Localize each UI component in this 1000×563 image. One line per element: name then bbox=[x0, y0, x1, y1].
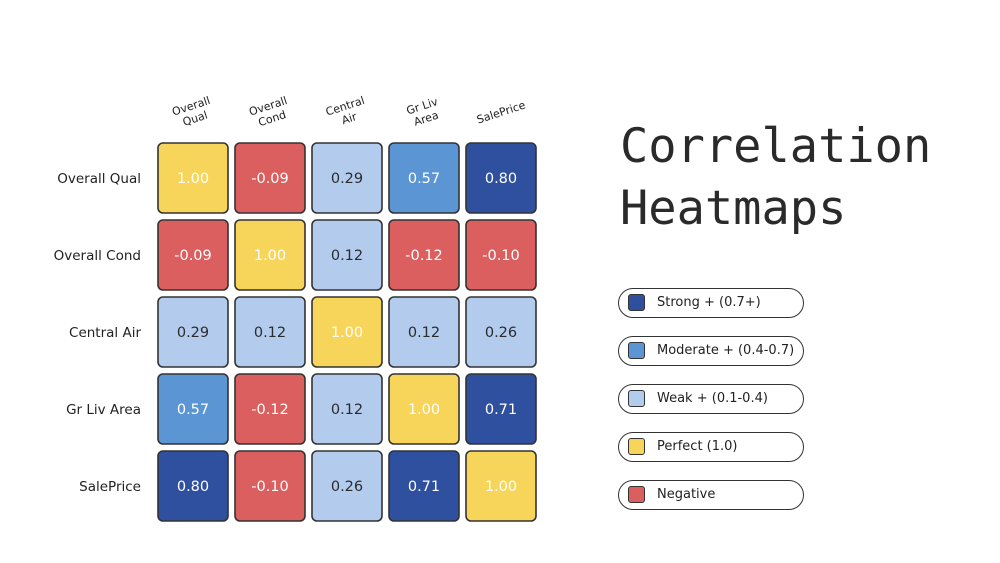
heatmap-cell-r2-c4 bbox=[465, 296, 537, 368]
heatmap-value-r0-c1: -0.09 bbox=[251, 171, 289, 187]
heatmap-cell-r1-c3 bbox=[388, 219, 460, 291]
page-title: Correlation Heatmaps bbox=[620, 116, 990, 240]
legend-swatch-perfect bbox=[628, 438, 645, 455]
col-label-1: OverallCond bbox=[247, 94, 292, 131]
heatmap-cell-r3-c3 bbox=[388, 373, 460, 445]
heatmap-cell-r4-c0 bbox=[157, 450, 229, 522]
heatmap-value-r1-c3: -0.12 bbox=[405, 248, 443, 264]
row-label-2: Central Air bbox=[69, 325, 141, 341]
legend-item-weak: Weak + (0.1-0.4) bbox=[618, 384, 804, 414]
row-label-1: Overall Cond bbox=[54, 248, 141, 264]
legend-swatch-weak bbox=[628, 390, 645, 407]
heatmap-cell-r1-c0 bbox=[157, 219, 229, 291]
heatmap-cell-r0-c4 bbox=[465, 142, 537, 214]
col-label-2: CentralAir bbox=[324, 94, 370, 131]
legend-swatch-strong bbox=[628, 294, 645, 311]
heatmap-value-r0-c4: 0.80 bbox=[485, 171, 517, 187]
title-line-1: Correlation bbox=[620, 119, 932, 174]
legend-item-negative: Negative bbox=[618, 480, 804, 510]
legend-swatch-negative bbox=[628, 486, 645, 503]
heatmap-cell-r1-c1 bbox=[234, 219, 306, 291]
heatmap-value-r4-c4: 1.00 bbox=[485, 479, 517, 495]
legend-item-strong: Strong + (0.7+) bbox=[618, 288, 804, 318]
heatmap-value-r4-c2: 0.26 bbox=[331, 479, 363, 495]
heatmap-cell-r4-c1 bbox=[234, 450, 306, 522]
heatmap-value-r2-c1: 0.12 bbox=[254, 325, 286, 341]
col-label-0: OverallQual bbox=[170, 94, 215, 131]
heatmap-value-r2-c2: 1.00 bbox=[331, 325, 363, 341]
heatmap-value-r3-c0: 0.57 bbox=[177, 402, 209, 418]
heatmap-cell-r4-c3 bbox=[388, 450, 460, 522]
heatmap-value-r1-c0: -0.09 bbox=[174, 248, 212, 264]
heatmap-value-r1-c1: 1.00 bbox=[254, 248, 286, 264]
title-line-2: Heatmaps bbox=[620, 181, 847, 236]
heatmap-cell-r3-c0 bbox=[157, 373, 229, 445]
legend-item-moderate: Moderate + (0.4-0.7) bbox=[618, 336, 804, 366]
heatmap-cell-r2-c3 bbox=[388, 296, 460, 368]
heatmap-cell-r3-c4 bbox=[465, 373, 537, 445]
heatmap-cell-r1-c4 bbox=[465, 219, 537, 291]
heatmap-cell-r4-c2 bbox=[311, 450, 383, 522]
legend-label-strong: Strong + (0.7+) bbox=[657, 295, 761, 310]
row-label-0: Overall Qual bbox=[57, 171, 141, 187]
heatmap-value-r3-c2: 0.12 bbox=[331, 402, 363, 418]
heatmap-value-r2-c4: 0.26 bbox=[485, 325, 517, 341]
heatmap-cell-r3-c2 bbox=[311, 373, 383, 445]
heatmap-cell-r2-c2 bbox=[311, 296, 383, 368]
heatmap-value-r4-c0: 0.80 bbox=[177, 479, 209, 495]
heatmap-value-r0-c2: 0.29 bbox=[331, 171, 363, 187]
legend-label-negative: Negative bbox=[657, 487, 716, 502]
legend-label-perfect: Perfect (1.0) bbox=[657, 439, 738, 454]
col-label-3: Gr LivArea bbox=[405, 95, 444, 130]
heatmap-cell-r0-c1 bbox=[234, 142, 306, 214]
heatmap-cell-r4-c4 bbox=[465, 450, 537, 522]
heatmap-value-r3-c1: -0.12 bbox=[251, 402, 289, 418]
row-label-3: Gr Liv Area bbox=[66, 402, 141, 418]
legend-swatch-moderate bbox=[628, 342, 645, 359]
heatmap-cell-r1-c2 bbox=[311, 219, 383, 291]
row-label-4: SalePrice bbox=[79, 479, 141, 495]
heatmap-cell-r0-c2 bbox=[311, 142, 383, 214]
heatmap-value-r1-c2: 0.12 bbox=[331, 248, 363, 264]
legend-label-weak: Weak + (0.1-0.4) bbox=[657, 391, 768, 406]
heatmap-value-r0-c3: 0.57 bbox=[408, 171, 440, 187]
legend-label-moderate: Moderate + (0.4-0.7) bbox=[657, 343, 795, 358]
correlation-heatmap: 1.00 -0.09 0.29 0.57 0.80 -0.09 1.00 0.12 -0.12 -… bbox=[54, 94, 537, 522]
heatmap-cell-r2-c1 bbox=[234, 296, 306, 368]
heatmap-cell-r3-c1 bbox=[234, 373, 306, 445]
heatmap-value-r4-c1: -0.10 bbox=[251, 479, 289, 495]
heatmap-value-r4-c3: 0.71 bbox=[408, 479, 440, 495]
heatmap-value-r3-c4: 0.71 bbox=[485, 402, 517, 418]
heatmap-value-r3-c3: 1.00 bbox=[408, 402, 440, 418]
heatmap-value-r2-c3: 0.12 bbox=[408, 325, 440, 341]
heatmap-cell-r0-c0 bbox=[157, 142, 229, 214]
col-label-4: SalePrice bbox=[475, 98, 527, 126]
heatmap-value-r0-c0: 1.00 bbox=[177, 171, 209, 187]
heatmap-cell-r0-c3 bbox=[388, 142, 460, 214]
heatmap-value-r1-c4: -0.10 bbox=[482, 248, 520, 264]
legend-item-perfect: Perfect (1.0) bbox=[618, 432, 804, 462]
heatmap-value-r2-c0: 0.29 bbox=[177, 325, 209, 341]
heatmap-cell-r2-c0 bbox=[157, 296, 229, 368]
